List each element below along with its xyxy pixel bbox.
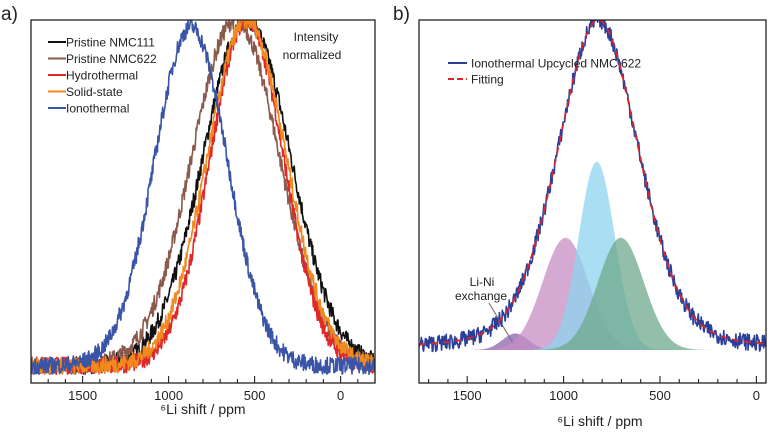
x-tick-label: 1500 xyxy=(453,388,482,403)
x-tick-label: 1000 xyxy=(154,388,183,403)
x-tick-label: 0 xyxy=(337,388,344,403)
legend-entry: Ionothermal xyxy=(66,102,129,116)
li-ni-annotation-line2: exchange xyxy=(455,289,507,303)
x-tick-label: 500 xyxy=(649,388,671,403)
fit-component-1 xyxy=(419,333,766,350)
x-tick-label: 1500 xyxy=(68,388,97,403)
panel-b: b) ⁶Li shift / ppm Li-Ni exchange 1500 10… xyxy=(393,4,767,429)
panel-b-xlabel: ⁶Li shift / ppm xyxy=(557,413,642,429)
panel-a-annotation-line1: Intensity xyxy=(294,30,339,44)
x-tick-label: 500 xyxy=(244,388,266,403)
series-line-ionothermal xyxy=(31,20,375,376)
series-line-fitting xyxy=(419,20,766,346)
panel-b-label: b) xyxy=(393,4,410,25)
fit-component-3 xyxy=(419,161,766,350)
legend-entry: Hydrothermal xyxy=(66,69,138,83)
series-line-ionothermal-upcycled-nmc-622 xyxy=(419,20,766,353)
li-ni-annotation-line1: Li-Ni xyxy=(470,275,495,289)
legend-entry: Ionothermal Upcycled NMC 622 xyxy=(471,57,641,71)
x-tick-label: 0 xyxy=(753,388,760,403)
panel-a: a) ⁶Li shift / ppm Intensity normalized … xyxy=(1,4,376,417)
plot-area xyxy=(419,20,766,353)
panel-a-xlabel: ⁶Li shift / ppm xyxy=(160,401,245,417)
legend-entry: Fitting xyxy=(471,73,504,87)
panel-a-annotation-line2: normalized xyxy=(283,48,342,62)
legend-entry: Pristine NMC622 xyxy=(66,52,157,66)
axes-frame xyxy=(418,19,767,384)
legend-entry: Pristine NMC111 xyxy=(66,36,155,50)
plot-area xyxy=(31,20,375,376)
fit-component-4 xyxy=(419,237,766,350)
legend-entry: Solid-state xyxy=(66,85,123,99)
panel-a-label: a) xyxy=(1,4,18,25)
x-tick-label: 1000 xyxy=(549,388,578,403)
